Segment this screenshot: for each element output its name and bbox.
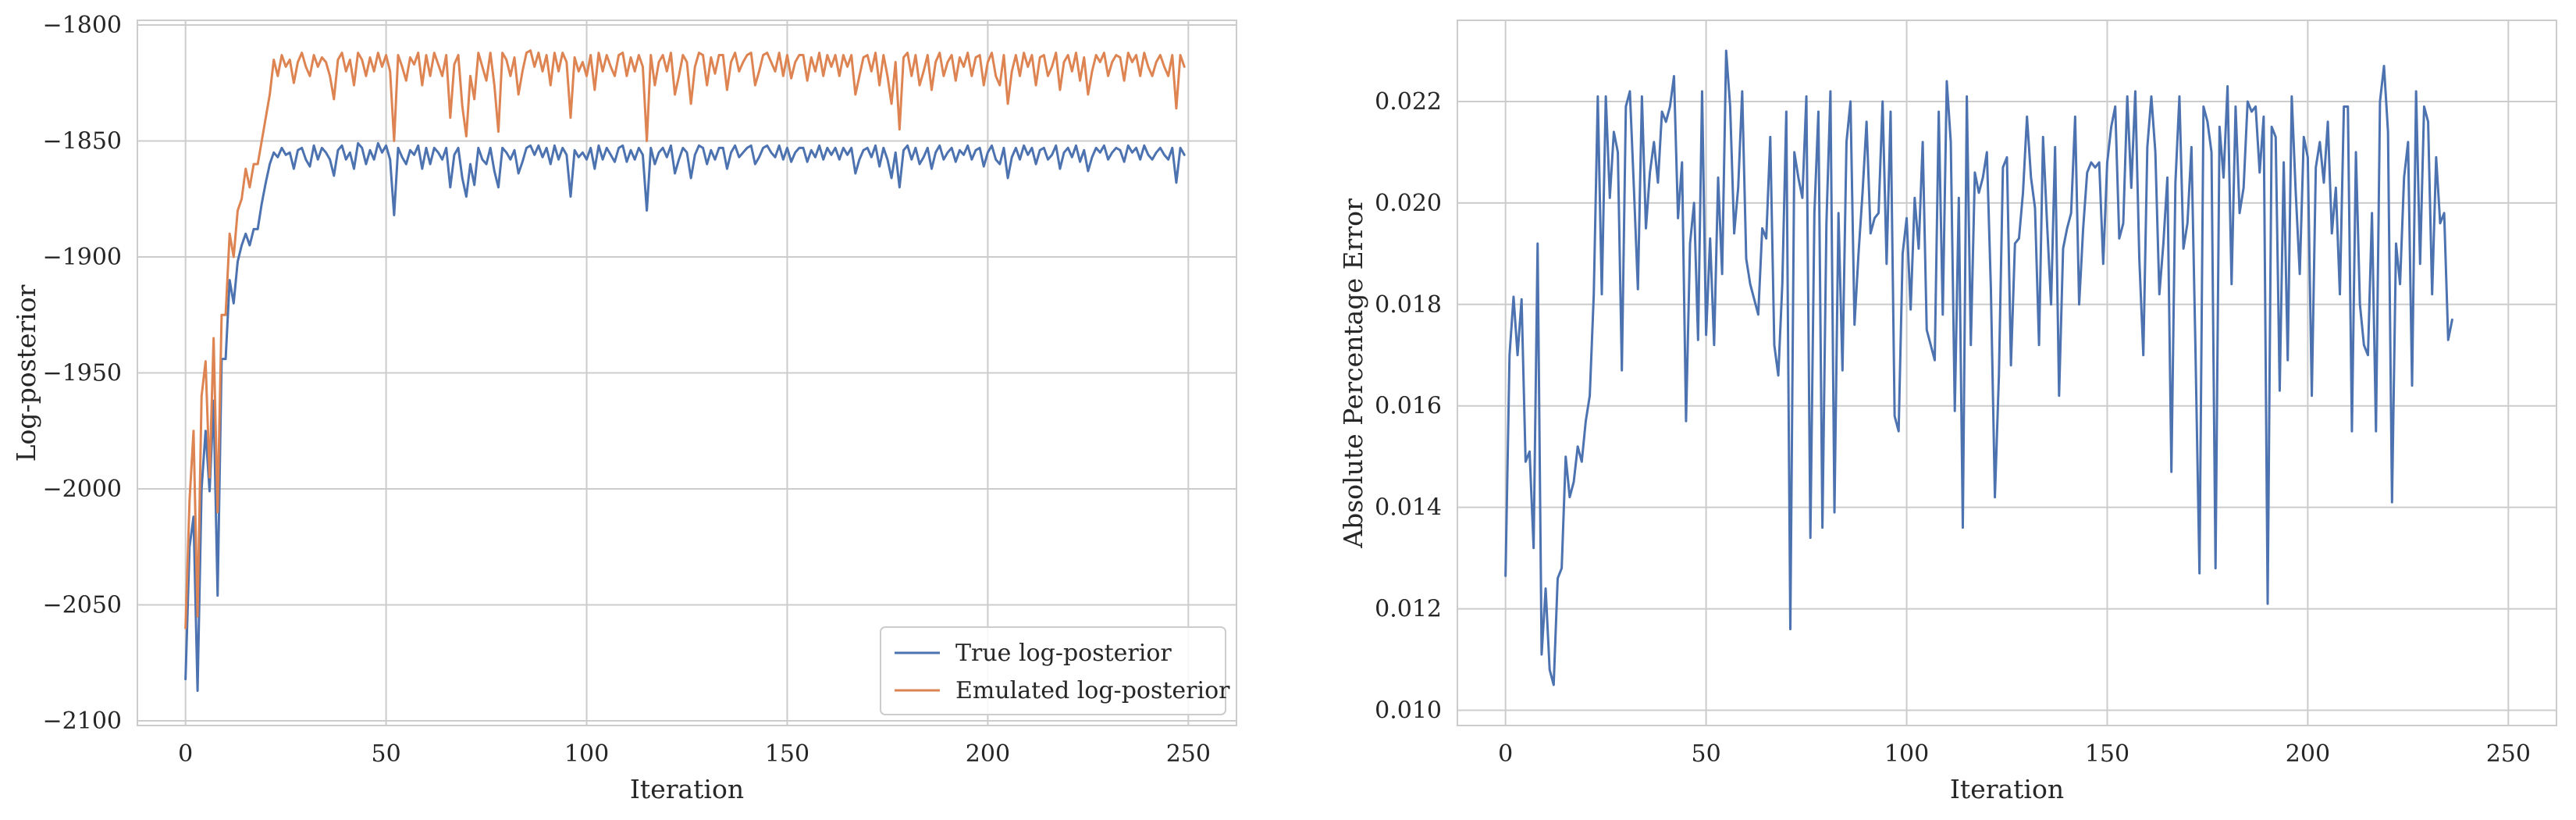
right-x-axis-label: Iteration (1950, 774, 2064, 804)
log-posterior-chart: 0 50 100 150 200 250 −2100 −2050 −2000 −1950 −190… (11, 12, 1237, 804)
right-y-tick-3: 0.016 (1375, 393, 1442, 420)
left-y-tick-4: −1900 (43, 244, 122, 271)
left-plot-frame (137, 20, 1237, 726)
left-x-tick-150: 150 (765, 740, 809, 768)
right-x-tick-150: 150 (2085, 740, 2129, 768)
left-x-tick-labels: 0 50 100 150 200 250 (178, 740, 1211, 768)
right-series-group (1504, 49, 2453, 686)
left-x-tick-50: 50 (372, 740, 401, 768)
left-series-group (184, 49, 1186, 692)
left-series-line-1 (184, 49, 1186, 629)
right-x-tick-50: 50 (1692, 740, 1721, 768)
left-y-tick-3: −1950 (43, 360, 122, 387)
left-y-axis-label: Log-posterior (11, 284, 41, 462)
right-y-tick-2: 0.014 (1375, 494, 1442, 522)
right-x-tick-100: 100 (1884, 740, 1929, 768)
left-gridlines (137, 20, 1236, 726)
left-y-tick-6: −1800 (43, 12, 122, 39)
right-y-tick-0: 0.010 (1375, 697, 1442, 725)
right-x-tick-200: 200 (2286, 740, 2330, 768)
left-x-tick-100: 100 (564, 740, 609, 768)
right-y-tick-6: 0.022 (1375, 88, 1442, 116)
legend-label-true: True log-posterior (955, 640, 1172, 667)
right-y-tick-5: 0.020 (1375, 190, 1442, 217)
left-x-tick-0: 0 (178, 740, 193, 768)
left-y-tick-labels: −2100 −2050 −2000 −1950 −1900 −1850 −1800 (43, 12, 122, 735)
left-y-tick-1: −2050 (43, 592, 122, 619)
right-y-tick-labels: 0.010 0.012 0.014 0.016 0.018 0.020 0.022 (1375, 88, 1442, 725)
right-series-line-0 (1504, 49, 2453, 686)
right-x-tick-250: 250 (2486, 740, 2531, 768)
left-y-tick-5: −1850 (43, 127, 122, 155)
right-plot-frame (1457, 20, 2557, 726)
right-x-tick-labels: 0 50 100 150 200 250 (1498, 740, 2531, 768)
right-y-tick-4: 0.018 (1375, 291, 1442, 319)
right-gridlines (1457, 20, 2556, 726)
ape-chart: 0 50 100 150 200 250 0.0100.0120.0140.0160.01… (1338, 20, 2557, 804)
right-x-tick-0: 0 (1498, 740, 1513, 768)
left-y-tick-0: −2100 (43, 708, 122, 735)
legend: True log-posterior Emulated log-posterio… (880, 626, 1230, 715)
right-y-tick-1: 0.012 (1375, 596, 1442, 623)
left-y-tick-2: −2000 (43, 476, 122, 503)
right-y-axis-label: Absolute Percentage Error (1338, 198, 1368, 549)
left-series-line-0 (184, 141, 1186, 692)
left-x-tick-200: 200 (966, 740, 1010, 768)
left-x-axis-label: Iteration (630, 774, 744, 804)
legend-label-emulated: Emulated log-posterior (955, 677, 1230, 704)
legend-box (880, 626, 1226, 715)
left-x-tick-250: 250 (1166, 740, 1211, 768)
